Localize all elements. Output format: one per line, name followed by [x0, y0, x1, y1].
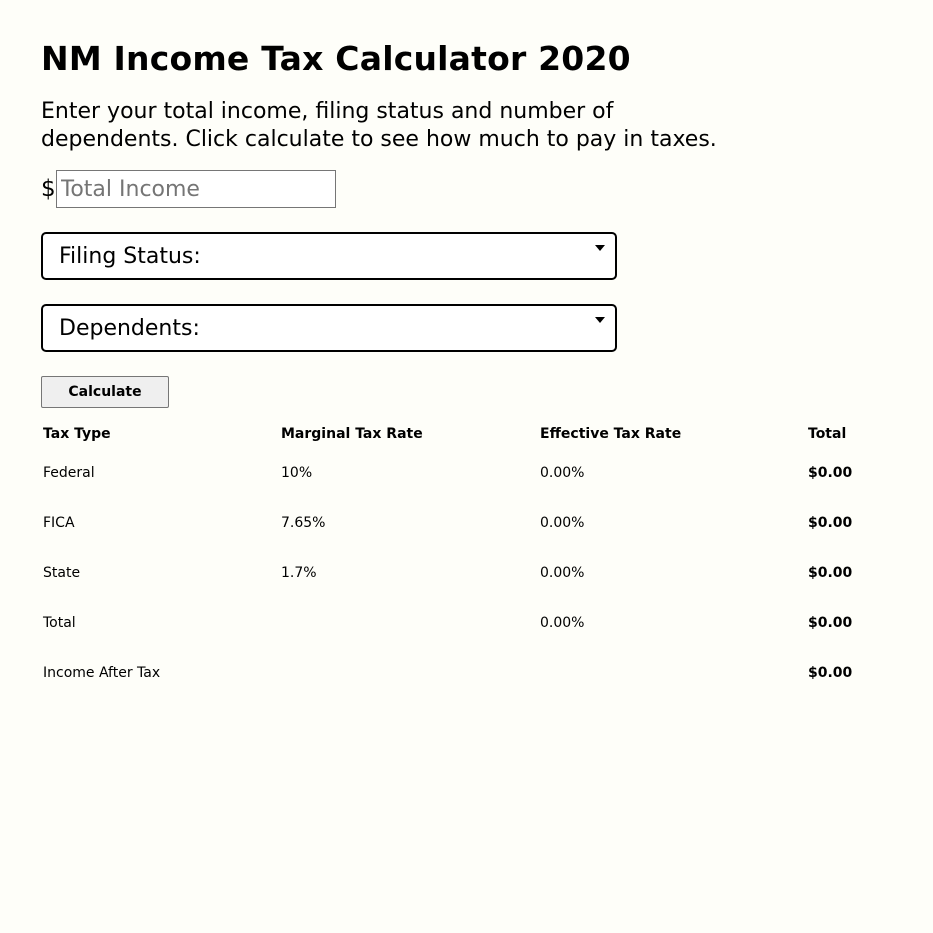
tax-type-cell: Total	[43, 615, 76, 631]
effective-rate-cell: 0.00%	[540, 615, 585, 631]
total-cell: $0.00	[808, 465, 853, 481]
effective-rate-cell	[537, 648, 805, 698]
table-header-row: Tax Type Marginal Tax Rate Effective Tax…	[40, 420, 880, 448]
total-cell: $0.00	[808, 515, 853, 531]
table-row: State 1.7% 0.00% $0.00	[40, 548, 880, 598]
table-row: FICA 7.65% 0.00% $0.00	[40, 498, 880, 548]
total-cell: $0.00	[808, 615, 853, 631]
tax-results-table: Tax Type Marginal Tax Rate Effective Tax…	[40, 420, 880, 698]
tax-type-cell: Federal	[43, 465, 95, 481]
calculate-button[interactable]: Calculate	[41, 376, 169, 408]
intro-text: Enter your total income, filing status a…	[41, 99, 717, 152]
page-title: NM Income Tax Calculator 2020	[41, 39, 631, 78]
header-marginal-tax-rate: Marginal Tax Rate	[281, 426, 423, 442]
marginal-rate-cell: 1.7%	[281, 565, 317, 581]
caret-down-icon	[595, 245, 605, 251]
marginal-rate-cell: 10%	[281, 465, 313, 481]
table-row: Income After Tax $0.00	[40, 648, 880, 698]
filing-status-select[interactable]: Filing Status:	[41, 232, 617, 280]
marginal-rate-cell: 7.65%	[281, 515, 326, 531]
income-row: $	[41, 170, 901, 208]
table-row: Total 0.00% $0.00	[40, 598, 880, 648]
dependents-label: Dependents:	[59, 315, 200, 341]
total-income-input[interactable]	[55, 170, 336, 208]
marginal-rate-cell	[278, 648, 537, 698]
table-row: Federal 10% 0.00% $0.00	[40, 448, 880, 498]
effective-rate-cell: 0.00%	[540, 465, 585, 481]
caret-down-icon	[595, 317, 605, 323]
tax-type-cell: FICA	[43, 515, 75, 531]
effective-rate-cell: 0.00%	[540, 515, 585, 531]
filing-status-label: Filing Status:	[59, 243, 201, 269]
tax-type-cell: State	[43, 565, 81, 581]
currency-symbol: $	[41, 176, 56, 202]
total-cell: $0.00	[808, 565, 853, 581]
calculator-container: NM Income Tax Calculator 2020 Enter your…	[41, 38, 901, 698]
effective-rate-cell: 0.00%	[540, 565, 585, 581]
header-tax-type: Tax Type	[43, 426, 111, 442]
dependents-select[interactable]: Dependents:	[41, 304, 617, 352]
tax-type-cell: Income After Tax	[43, 665, 161, 681]
marginal-rate-cell	[278, 598, 537, 648]
header-total: Total	[808, 426, 847, 442]
header-effective-tax-rate: Effective Tax Rate	[540, 426, 682, 442]
total-cell: $0.00	[808, 665, 853, 681]
